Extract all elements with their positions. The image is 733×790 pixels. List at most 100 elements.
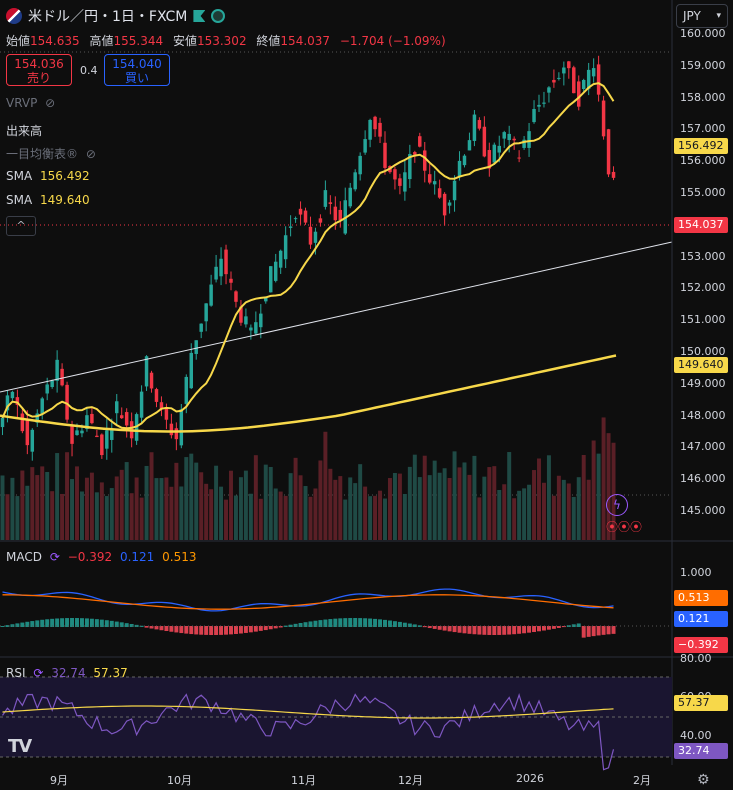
candle-body — [427, 174, 432, 183]
macd-histogram-bar — [164, 626, 169, 632]
symbol-title[interactable]: 米ドル／円・1日・FXCM — [28, 9, 188, 25]
ohlc-legend: 始値154.635 高値155.344 安値153.302 終値154.037 … — [6, 32, 452, 49]
refresh-icon[interactable]: ⟳ — [49, 550, 60, 564]
price-tick-label: 147.000 — [680, 440, 726, 454]
ichimoku-legend[interactable]: 一目均衡表® ⊘ — [6, 145, 96, 162]
candle-body — [562, 67, 566, 74]
candle-body — [224, 249, 228, 275]
macd-histogram-bar — [383, 619, 387, 627]
volume-bar — [363, 486, 368, 540]
macd-histogram-bar — [392, 621, 397, 627]
volume-bar — [5, 494, 10, 540]
macd-histogram-bar — [15, 623, 20, 627]
macd-histogram-bar — [233, 626, 238, 634]
volume-bar — [537, 458, 541, 540]
candle-body — [204, 303, 208, 322]
macd-legend[interactable]: MACD ⟳ −0.392 0.121 0.513 — [6, 550, 197, 564]
gear-icon[interactable]: ⚙ — [697, 772, 710, 788]
high-label: 高値 — [89, 34, 114, 48]
candle-body — [452, 180, 457, 201]
candle-body — [547, 87, 551, 93]
buy-button[interactable]: 154.040 買い — [104, 54, 170, 86]
candle-body — [557, 77, 561, 79]
macd-histogram-bar — [551, 626, 556, 629]
volume-bar — [522, 488, 527, 540]
macd-histogram-bar — [149, 626, 154, 629]
candle-body — [442, 193, 447, 216]
candle-body — [209, 284, 213, 306]
macd-histogram-bar — [45, 619, 50, 627]
macd-value-3: 0.513 — [162, 550, 197, 564]
close-value: 154.037 — [280, 34, 331, 48]
candle-body — [264, 297, 268, 302]
volume-bar — [99, 482, 104, 540]
volume-bar — [338, 476, 343, 540]
volume-bar — [556, 475, 561, 540]
candle-body — [149, 372, 154, 389]
candle-body — [318, 218, 323, 223]
macd-pane[interactable] — [0, 588, 733, 658]
volume-bar — [263, 464, 268, 540]
sma-legend-1[interactable]: SMA 156.492 — [6, 169, 90, 183]
macd-histogram-bar — [517, 626, 522, 634]
volume-bar — [70, 479, 75, 540]
macd-histogram-bar — [397, 621, 402, 627]
candle-body — [348, 187, 352, 207]
volume-bar — [129, 493, 134, 540]
volume-bar — [258, 498, 263, 540]
macd-histogram-bar — [60, 618, 65, 627]
volume-bar — [323, 431, 328, 540]
sma-label: SMA — [6, 169, 33, 183]
sell-button[interactable]: 154.036 売り — [6, 54, 72, 86]
volume-bar — [477, 497, 482, 540]
macd-histogram-bar — [154, 626, 159, 630]
vrvp-legend[interactable]: VRVP ⊘ — [6, 96, 55, 110]
macd-histogram-bar — [541, 626, 546, 631]
price-tick-label: 153.000 — [680, 249, 726, 263]
rsi-legend[interactable]: RSI ⟳ 32.74 57.37 — [6, 666, 128, 680]
macd-histogram-bar — [253, 626, 258, 632]
economic-events-icon[interactable]: ⦿⦿⦿ — [606, 520, 643, 534]
volume-bar — [313, 488, 318, 540]
volume-bar — [144, 465, 149, 540]
candle-body — [50, 380, 54, 387]
volume-bar — [119, 469, 124, 540]
macd-histogram-bar — [283, 625, 288, 627]
candle-body — [65, 384, 69, 420]
candle-body — [403, 172, 407, 192]
volume-bar — [134, 477, 139, 540]
macd-histogram-bar — [129, 623, 134, 627]
price-pane[interactable] — [0, 51, 733, 542]
candle-body — [90, 413, 94, 424]
eye-hidden-icon[interactable]: ⊘ — [85, 147, 96, 161]
macd-histogram-bar — [308, 621, 313, 627]
volume-bar — [288, 473, 293, 540]
volume-bar — [447, 477, 452, 540]
volume-bar — [601, 417, 606, 540]
price-tick-label: 148.000 — [680, 408, 726, 422]
refresh-icon[interactable]: ⟳ — [33, 666, 44, 680]
last-price-badge: 154.037 — [674, 217, 728, 233]
macd-histogram-bar — [84, 618, 89, 627]
macd-histogram-bar — [298, 623, 303, 627]
candle-body — [15, 397, 20, 405]
candle-body — [229, 278, 233, 283]
volume-legend[interactable]: 出来高 — [6, 122, 42, 139]
currency-select[interactable]: JPY ▾ — [676, 4, 728, 28]
rsi-value-2: 57.37 — [93, 666, 128, 680]
volume-bar — [194, 462, 199, 540]
eye-hidden-icon[interactable]: ⊘ — [45, 96, 56, 110]
rsi-pane[interactable] — [0, 0, 673, 771]
candle-body — [25, 420, 30, 446]
collapse-legend-button[interactable]: ^ — [6, 216, 36, 236]
candle-body — [363, 139, 367, 153]
candle-body — [124, 412, 129, 426]
sma-legend-2[interactable]: SMA 149.640 — [6, 193, 90, 207]
macd-histogram-bar — [224, 626, 229, 635]
candle-body — [497, 145, 501, 153]
lightning-icon[interactable]: ϟ — [606, 494, 628, 516]
candle-body — [323, 190, 328, 207]
symbol-header[interactable]: 米ドル／円・1日・FXCM — [6, 6, 226, 26]
volume-bar — [442, 468, 447, 540]
